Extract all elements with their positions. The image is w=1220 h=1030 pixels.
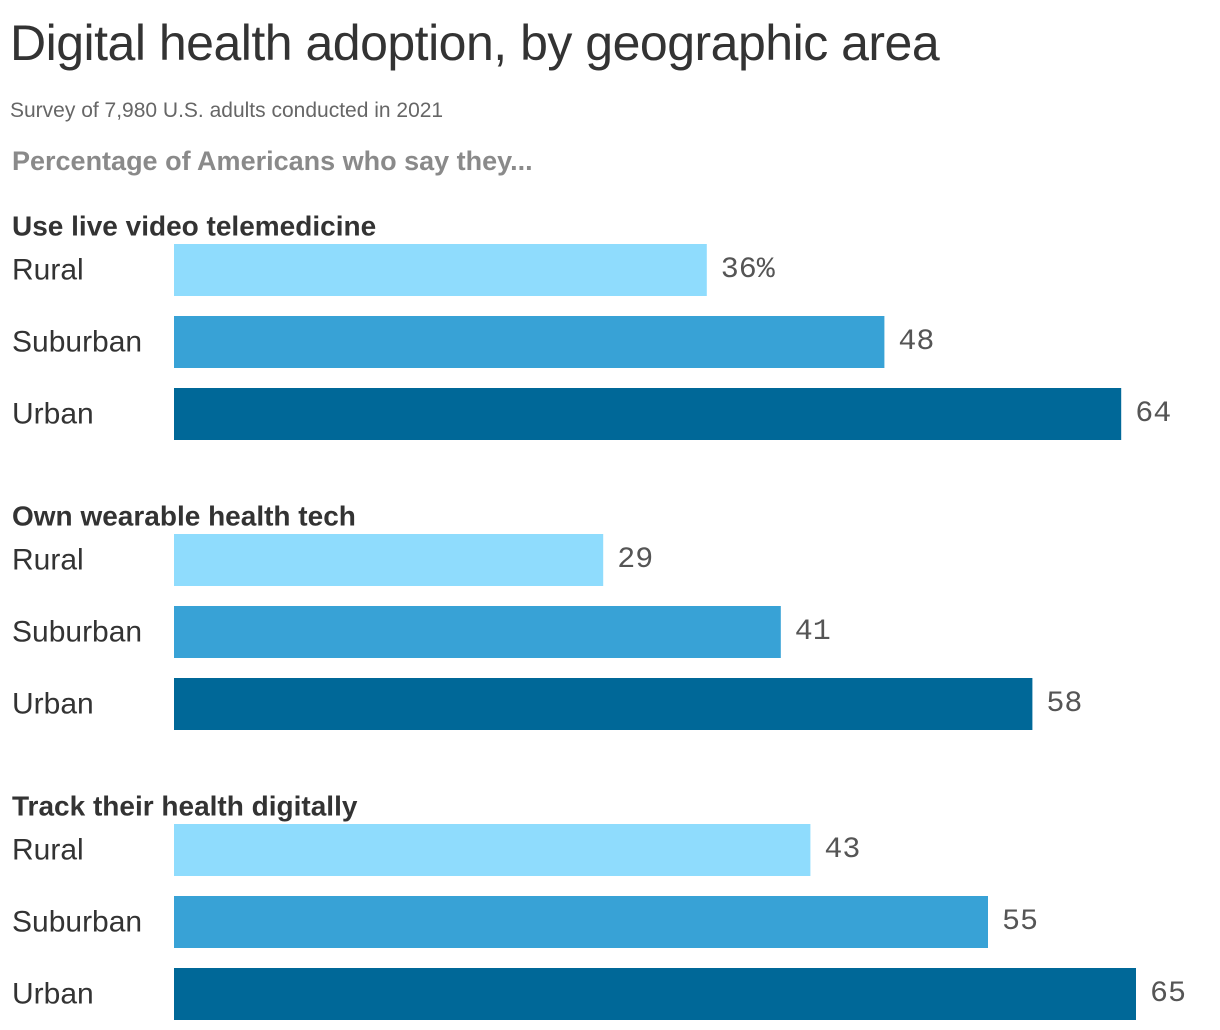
group-1: Own wearable health tech Rural 29 Suburban 4… [12,501,1082,730]
value-label: 65 [1150,977,1186,1011]
bar [174,678,1033,730]
category-label: Rural [12,544,84,577]
bar [174,606,781,658]
value-label: 55 [1002,905,1038,939]
category-label: Urban [12,978,94,1011]
bar [174,896,988,948]
bar [174,968,1136,1020]
bar [174,388,1122,440]
category-label: Suburban [12,616,142,649]
value-label: 36% [721,253,776,287]
group-0: Use live video telemedicine Rural 36% Subur… [12,211,1171,440]
category-label: Urban [12,398,94,431]
chart-title: Digital health adoption, by geographic a… [10,15,940,71]
bar [174,316,885,368]
bar [174,534,604,586]
value-label: 43 [824,833,860,867]
value-label: 41 [795,615,831,649]
bar [174,244,707,296]
group-title: Use live video telemedicine [12,211,376,242]
chart-header: Percentage of Americans who say they... [12,146,533,176]
value-label: 48 [898,325,934,359]
bar [174,824,811,876]
category-label: Suburban [12,326,142,359]
category-label: Rural [12,254,84,287]
category-label: Rural [12,834,84,867]
value-label: 58 [1046,687,1082,721]
category-label: Suburban [12,906,142,939]
category-label: Urban [12,688,94,721]
value-label: 29 [617,543,653,577]
chart-subtitle: Survey of 7,980 U.S. adults conducted in… [10,99,444,122]
group-title: Track their health digitally [12,791,358,822]
value-label: 64 [1135,397,1171,431]
group-title: Own wearable health tech [12,501,356,532]
group-2: Track their health digitally Rural 43 Subur… [12,791,1186,1020]
